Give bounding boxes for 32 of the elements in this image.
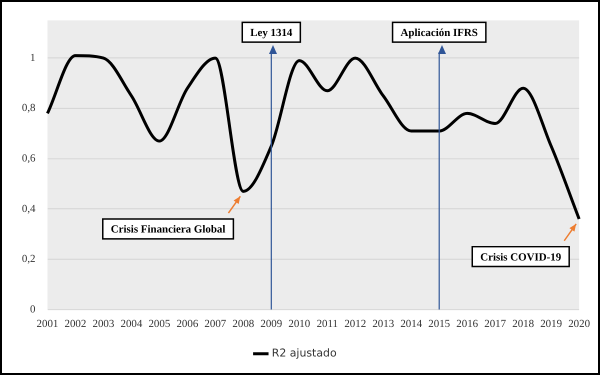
annotation: Crisis COVID-19 <box>480 251 562 264</box>
y-tick-label: 0,6 <box>22 152 36 165</box>
x-tick-label: 2019 <box>540 318 562 330</box>
x-tick-label: 2012 <box>344 318 366 330</box>
y-tick-label: 0,4 <box>22 202 36 215</box>
x-tick-label: 2003 <box>92 318 115 330</box>
x-tick-label: 2020 <box>568 318 591 330</box>
x-tick-label: 2010 <box>288 318 311 330</box>
x-tick-label: 2016 <box>456 318 479 330</box>
x-tick-label: 2011 <box>316 318 338 330</box>
y-tick-label: 0,8 <box>22 102 36 114</box>
y-tick-label: 1 <box>30 52 36 64</box>
x-tick-label: 2008 <box>232 318 255 330</box>
x-tick-label: 2002 <box>64 318 86 330</box>
x-tick-label: 2009 <box>260 318 282 330</box>
x-tick-label: 2007 <box>204 318 227 330</box>
x-tick-label: 2013 <box>372 318 395 330</box>
legend-label: R2 ajustado <box>272 346 337 360</box>
x-tick-label: 2001 <box>36 318 58 330</box>
x-tick-label: 2017 <box>484 318 507 330</box>
x-tick-label: 2004 <box>120 318 143 330</box>
ref-line-label: Aplicación IFRS <box>400 27 478 40</box>
y-tick-label: 0,2 <box>22 253 36 266</box>
x-tick-label: 2006 <box>176 318 199 330</box>
ref-line-label: Ley 1314 <box>250 27 293 40</box>
x-tick-label: 2005 <box>148 318 171 330</box>
x-tick-label: 2015 <box>428 318 451 330</box>
annotation: Crisis Financiera Global <box>110 224 226 236</box>
y-tick-label: 0 <box>30 303 36 316</box>
line-series <box>46 54 581 220</box>
x-tick-label: 2014 <box>400 318 423 330</box>
x-tick-label: 2018 <box>512 318 535 330</box>
